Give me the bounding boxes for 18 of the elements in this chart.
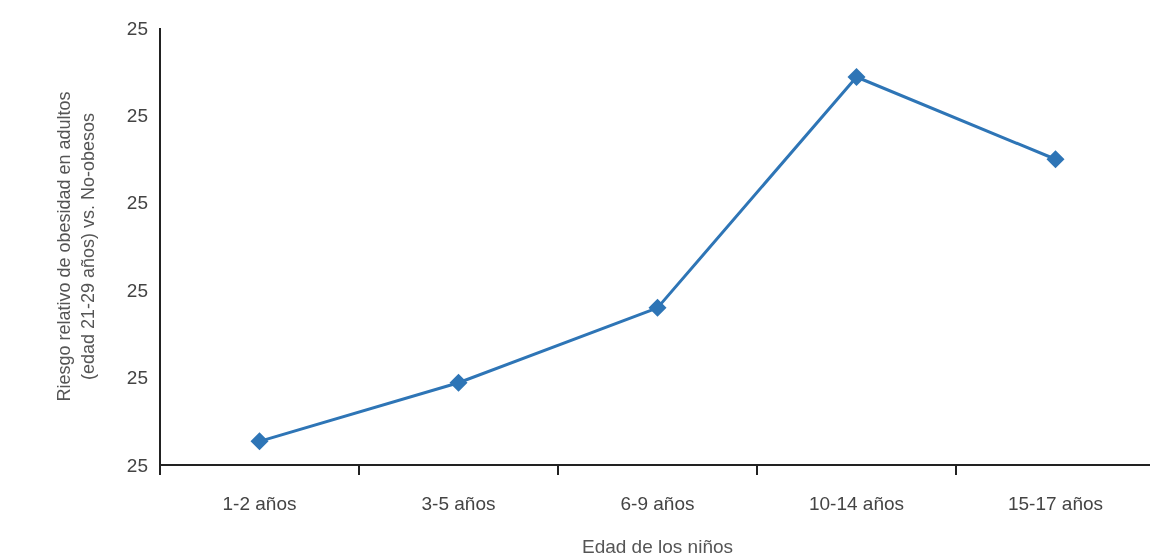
point bbox=[1046, 150, 1065, 169]
point bbox=[847, 68, 866, 86]
text: 25 bbox=[126, 279, 148, 301]
text: 25 bbox=[126, 192, 148, 214]
y-axis-title: Riesgo relativo de obesidad en adultos (edad 21-29 años) vs. No-obesos bbox=[54, 91, 98, 402]
point bbox=[449, 373, 468, 392]
x-tick-label: 3-5 años bbox=[421, 493, 496, 514]
text: 25 bbox=[126, 454, 148, 476]
x-tick-label: 15-17 años bbox=[1007, 493, 1104, 514]
point bbox=[250, 432, 269, 451]
text: 25 bbox=[126, 105, 148, 127]
x-tick-label: 1-2 años bbox=[222, 493, 297, 514]
point bbox=[648, 298, 667, 317]
text: 25 bbox=[126, 367, 148, 389]
x-axis-title: Edad de los niños bbox=[581, 536, 734, 557]
x-tick-label: 10-14 años bbox=[808, 493, 905, 514]
x-tick-label: 6-9 años bbox=[620, 493, 695, 514]
text: 25 bbox=[126, 17, 148, 39]
